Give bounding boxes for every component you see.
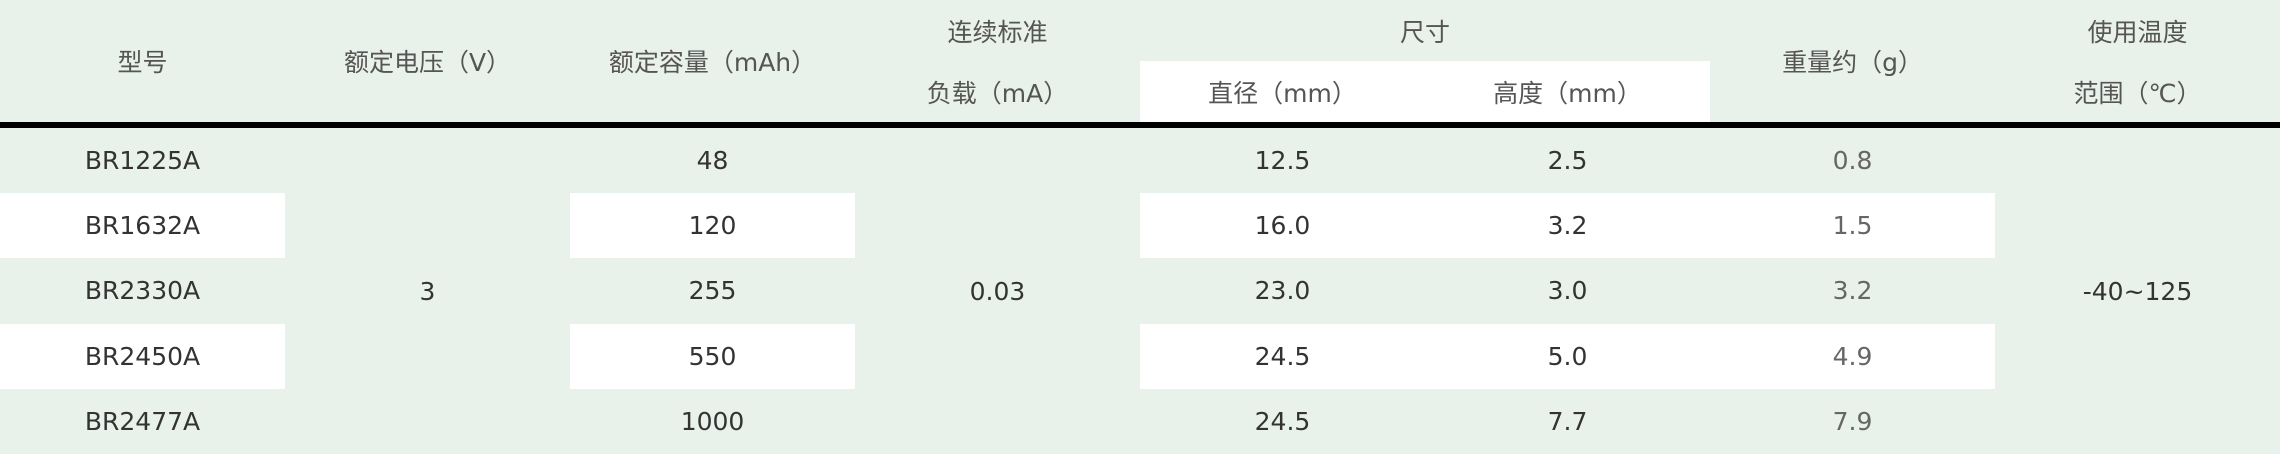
header-voltage: 额定电压（V） <box>343 48 512 77</box>
cell-model: BR1632A <box>0 193 285 259</box>
cell-height: 3.0 <box>1547 276 1588 306</box>
cell-height: 7.7 <box>1547 406 1588 436</box>
cell-capacity: 1000 <box>680 406 745 436</box>
header-load-line2: 负载（mA） <box>926 78 1069 108</box>
cell-capacity: 48 <box>696 146 729 175</box>
header-size: 尺寸 <box>1399 17 1450 47</box>
cell-model: BR1225A <box>84 146 201 175</box>
cell-diameter: 16.0 <box>1140 193 1425 259</box>
header-height: 高度（mm） <box>1425 61 1710 122</box>
cell-capacity: 550 <box>570 323 855 389</box>
cell-weight: 0.8 <box>1832 146 1873 175</box>
header-model: 型号 <box>117 48 168 77</box>
header-capacity: 额定容量（mAh） <box>608 48 817 77</box>
header-weight: 重量约（g） <box>1782 48 1923 77</box>
cell-model: BR2450A <box>0 323 285 389</box>
cell-diameter: 23.0 <box>1254 276 1311 306</box>
shared-temp: -40~125 <box>2082 276 2193 306</box>
shared-voltage: 3 <box>419 276 436 306</box>
cell-height: 5.0 <box>1425 323 1710 389</box>
cell-weight: 7.9 <box>1832 406 1873 436</box>
cell-diameter: 12.5 <box>1254 146 1311 175</box>
cell-weight: 3.2 <box>1832 276 1873 306</box>
header-diameter: 直径（mm） <box>1140 61 1425 122</box>
header-rule <box>0 122 2280 128</box>
cell-height: 2.5 <box>1547 146 1588 175</box>
cell-capacity: 120 <box>570 193 855 259</box>
header-temp-line1: 使用温度 <box>2087 17 2188 47</box>
shared-load: 0.03 <box>969 276 1026 306</box>
cell-weight: 4.9 <box>1710 323 1995 389</box>
cell-capacity: 255 <box>688 276 737 306</box>
cell-model: BR2330A <box>84 276 201 306</box>
cell-model: BR2477A <box>84 406 201 436</box>
cell-height: 3.2 <box>1425 193 1710 259</box>
cell-diameter: 24.5 <box>1254 406 1311 436</box>
cell-weight: 1.5 <box>1710 193 1995 259</box>
header-temp-line2: 范围（℃） <box>2073 78 2202 108</box>
header-load-line1: 连续标准 <box>947 17 1048 47</box>
cell-diameter: 24.5 <box>1140 323 1425 389</box>
